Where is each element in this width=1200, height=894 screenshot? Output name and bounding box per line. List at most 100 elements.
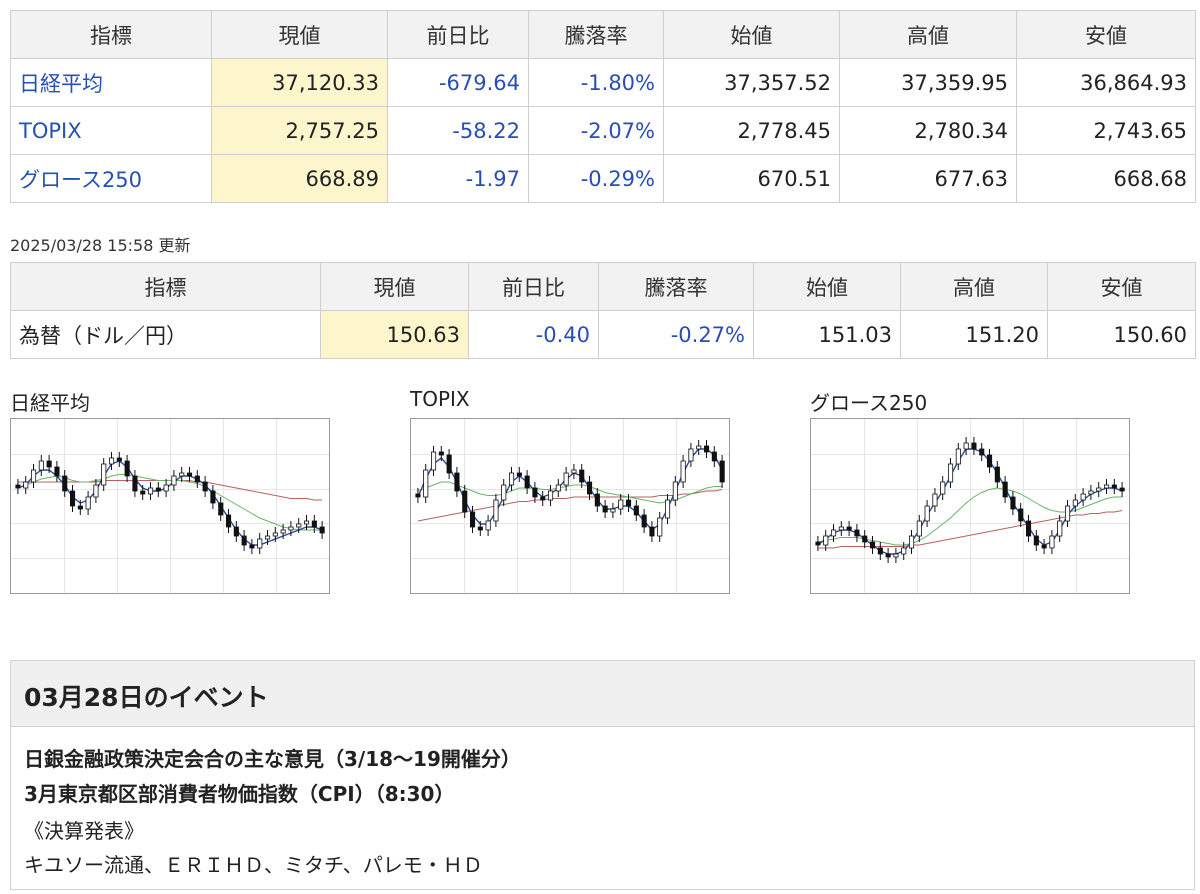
candle [994, 466, 1000, 483]
candle [823, 535, 829, 546]
candle [1064, 505, 1071, 522]
index-link-nikkei[interactable]: 日経平均 [19, 71, 103, 96]
candle [579, 469, 585, 483]
candle [257, 538, 263, 549]
low-value: 36,864.93 [1016, 58, 1196, 107]
candle [555, 484, 561, 492]
ma-mid-line [17, 474, 323, 531]
candle [485, 520, 491, 531]
candle [179, 472, 185, 477]
candle [815, 541, 821, 546]
candle [909, 535, 915, 549]
candle [194, 475, 200, 483]
candle [602, 505, 608, 513]
header-high: 高値 [839, 10, 1017, 59]
chart-grid [811, 419, 1129, 593]
change-value: -0.40 [468, 310, 599, 359]
index-name-cell: グロース250 [10, 154, 212, 203]
chart-title-nikkei: 日経平均 [10, 391, 90, 415]
candle [296, 523, 302, 528]
candle [955, 448, 961, 465]
table-row: グロース250 668.89 -1.97 -0.29% 670.51 677.6… [10, 154, 1196, 203]
candle [854, 529, 860, 537]
candle [116, 457, 122, 462]
topix-chart[interactable] [410, 418, 730, 594]
candle [1018, 508, 1024, 522]
fx-table: 指標 現値 前日比 騰落率 始値 高値 安値 為替（ドル／円） 150.63 -… [10, 262, 1196, 359]
candle [657, 517, 663, 537]
header-low: 安値 [1016, 10, 1196, 59]
candle [249, 544, 255, 549]
candle [932, 493, 938, 507]
candle [563, 472, 569, 486]
fx-table-header: 指標 現値 前日比 騰落率 始値 高値 安値 [10, 262, 1196, 311]
candle [672, 481, 678, 501]
index-name-cell: TOPIX [10, 106, 212, 155]
candle [509, 472, 515, 486]
rate-value: -0.29% [528, 154, 664, 203]
rate-value: -2.07% [528, 106, 664, 155]
candle [696, 445, 702, 450]
updated-timestamp: 2025/03/28 15:58 更新 [10, 236, 191, 255]
candle [1041, 544, 1047, 549]
high-value: 37,359.95 [839, 58, 1017, 107]
table-row: 日経平均 37,120.33 -679.64 -1.80% 37,357.52 … [10, 58, 1196, 107]
candle [885, 553, 891, 558]
candle [1049, 535, 1055, 549]
candle [1111, 484, 1117, 489]
open-value: 670.51 [663, 154, 840, 203]
header-change: 前日比 [468, 262, 599, 311]
candle [493, 499, 499, 522]
candle [618, 499, 624, 510]
candle [140, 490, 146, 495]
low-value: 150.60 [1047, 310, 1196, 359]
candle [70, 490, 76, 507]
candle [186, 472, 193, 477]
table-row: TOPIX 2,757.25 -58.22 -2.07% 2,778.45 2,… [10, 106, 1196, 155]
candle [30, 469, 37, 483]
growth250-chart[interactable] [810, 418, 1130, 594]
candle [415, 493, 421, 498]
rate-value: -1.80% [528, 58, 664, 107]
candle [225, 514, 232, 528]
index-link-growth250[interactable]: グロース250 [19, 167, 143, 192]
high-value: 677.63 [839, 154, 1017, 203]
index-link-topix[interactable]: TOPIX [19, 118, 82, 143]
current-value: 37,120.33 [211, 58, 388, 107]
event-item: キユソー流通、ＥＲＩＨＤ、ミタチ、パレモ・ＨＤ [24, 853, 483, 877]
candle [109, 457, 115, 465]
candle [610, 508, 616, 513]
high-value: 151.20 [900, 310, 1048, 359]
ma-short-line [817, 448, 1123, 555]
event-title: 03月28日のイベント [11, 661, 1194, 727]
change-value: -58.22 [387, 106, 529, 155]
candle [641, 514, 647, 528]
candle [703, 445, 710, 453]
event-section-label: 《決算発表》 [24, 819, 144, 843]
chart-grid [411, 419, 729, 593]
candle [830, 529, 837, 537]
candle [1088, 490, 1094, 495]
candle [77, 505, 83, 510]
candle [594, 493, 600, 507]
candle [680, 460, 686, 483]
candle [540, 496, 546, 501]
candle [633, 505, 639, 516]
candle [218, 502, 224, 516]
candle [1010, 496, 1016, 510]
candle [233, 526, 239, 537]
candle [210, 490, 216, 504]
candle [93, 484, 99, 498]
candle [877, 547, 883, 555]
candle [171, 475, 177, 486]
nikkei-chart[interactable] [10, 418, 330, 594]
candle [1080, 493, 1086, 501]
candle [1025, 520, 1032, 537]
candle [893, 553, 899, 558]
candle [15, 484, 21, 489]
candle [516, 472, 522, 477]
header-indicator: 指標 [10, 10, 212, 59]
candle [163, 484, 169, 492]
candle [649, 526, 655, 537]
candle [1119, 487, 1125, 492]
